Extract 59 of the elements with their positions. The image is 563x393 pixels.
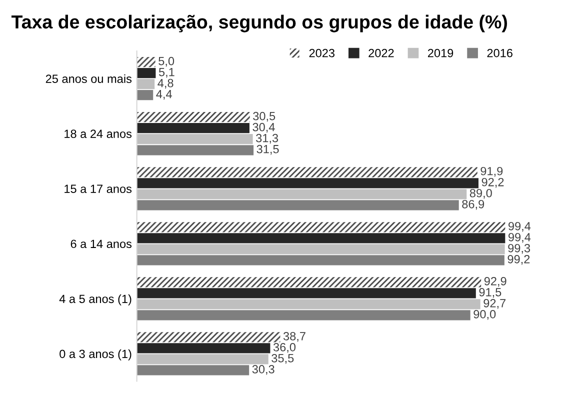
data-label: 4,8 xyxy=(158,78,174,89)
bar xyxy=(136,354,268,364)
data-label: 31,3 xyxy=(256,134,278,144)
data-label: 30,4 xyxy=(252,122,275,133)
bar xyxy=(136,178,478,188)
data-label: 92,9 xyxy=(484,276,506,287)
data-label: 30,5 xyxy=(253,112,276,122)
bar xyxy=(136,288,476,298)
data-label: 99,2 xyxy=(508,254,530,265)
legend-label: 2022 xyxy=(368,48,394,58)
y-tick-label: 25 anos ou mais xyxy=(46,74,132,83)
legend-label: 2016 xyxy=(487,48,512,58)
data-label: 4,4 xyxy=(156,90,172,100)
y-tick-label: 6 a 14 anos xyxy=(70,240,132,248)
data-label: 90,0 xyxy=(474,310,496,320)
data-label: 92,7 xyxy=(484,298,506,309)
data-label: 5,0 xyxy=(158,56,174,67)
bar xyxy=(136,299,480,310)
bar xyxy=(136,145,254,156)
legend-label: 2019 xyxy=(428,48,454,58)
legend-label: 2023 xyxy=(309,48,334,58)
y-tick-label: 15 a 17 anos xyxy=(64,184,132,194)
data-label: 89,0 xyxy=(470,188,492,199)
data-label: 92,2 xyxy=(482,178,504,188)
bar xyxy=(136,200,459,210)
bar xyxy=(136,134,253,144)
bar xyxy=(136,343,270,354)
chart-title: Taxa de escolarização, segundo os grupos de idade (%) xyxy=(11,14,507,32)
bar xyxy=(136,112,250,122)
bar xyxy=(136,233,506,244)
bar xyxy=(136,90,154,100)
data-label: 35,5 xyxy=(272,354,294,364)
data-label: 30,3 xyxy=(252,365,274,375)
bar xyxy=(136,244,505,254)
data-label: 86,9 xyxy=(462,200,484,210)
bar xyxy=(136,310,470,320)
bar xyxy=(136,189,467,200)
bar xyxy=(136,57,156,68)
bar xyxy=(136,167,478,178)
bar xyxy=(136,222,506,232)
bar xyxy=(136,277,482,288)
y-tick-label: 0 a 3 anos (1) xyxy=(60,349,132,360)
data-label: 99,4 xyxy=(508,222,531,232)
bar xyxy=(136,123,250,134)
bar xyxy=(136,68,156,78)
bar xyxy=(136,255,504,266)
bar xyxy=(136,332,280,342)
data-label: 36,0 xyxy=(273,343,296,353)
data-label: 91,9 xyxy=(480,166,503,177)
data-label: 99,3 xyxy=(508,244,530,254)
data-label: 5,1 xyxy=(158,68,174,78)
bar xyxy=(136,79,155,90)
data-label: 31,5 xyxy=(256,144,279,155)
y-tick-label: 4 a 5 anos (1) xyxy=(59,294,132,306)
y-tick-label: 18 a 24 anos xyxy=(64,130,132,138)
bar xyxy=(136,365,250,376)
data-label: 99,4 xyxy=(508,232,531,243)
data-label: 91,5 xyxy=(479,288,502,298)
data-label: 38,7 xyxy=(283,332,306,342)
